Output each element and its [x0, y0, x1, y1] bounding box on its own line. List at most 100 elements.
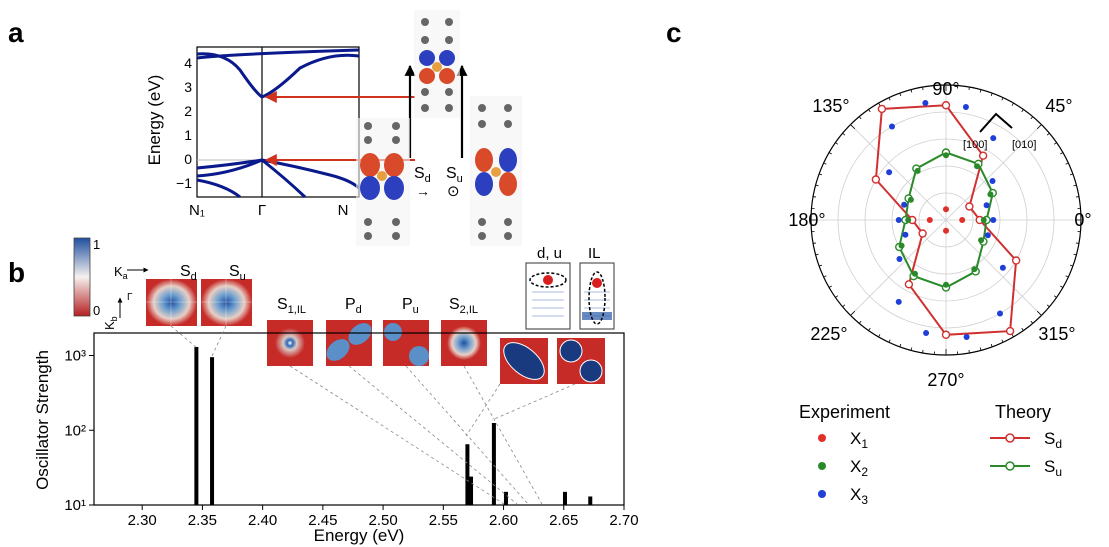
colorbar-max: 1	[93, 237, 100, 252]
polar-tick	[1069, 173, 1073, 176]
experiment-point	[984, 232, 991, 239]
angle-315: 315°	[1038, 324, 1075, 344]
map-label-pd: Pd	[345, 296, 362, 316]
experiment-point	[905, 217, 912, 223]
polar-tick	[968, 86, 970, 91]
polar-tick	[990, 93, 993, 97]
polar-tick	[899, 343, 902, 347]
angle-45: 45°	[1045, 96, 1072, 116]
polar-tick	[1021, 327, 1024, 331]
polar-tick	[828, 152, 832, 155]
experiment-point	[943, 152, 949, 159]
angle-225: 225°	[810, 324, 847, 344]
band-structure	[196, 48, 360, 199]
polar-tick	[1065, 275, 1069, 278]
experiment-point	[886, 169, 893, 176]
valence-band-2	[196, 158, 307, 199]
experiment-point	[914, 167, 921, 174]
polar-tick	[1053, 295, 1057, 298]
polar-tick	[922, 86, 924, 91]
polar-tick	[1011, 334, 1014, 338]
polar-tick	[819, 264, 823, 267]
theory-marker	[941, 101, 951, 110]
experiment-point	[959, 217, 966, 223]
osc-xtick-label: 2.30	[128, 512, 157, 529]
osc-bar	[194, 346, 199, 505]
map-su	[201, 279, 252, 326]
map-label-s2il: S2,IL	[449, 296, 478, 316]
experiment-point	[989, 177, 996, 184]
legend-x1: X1	[850, 429, 868, 451]
theory-marker	[877, 104, 887, 114]
ytick-3: 3	[184, 79, 192, 95]
legend-theory-title: Theory	[995, 402, 1051, 422]
polar-tick	[868, 109, 871, 113]
polar-tick	[1001, 97, 1004, 101]
schematic-il-label: IL	[588, 245, 601, 262]
experiment-point	[962, 103, 969, 110]
molecule-left	[356, 118, 410, 246]
osc-bar	[469, 476, 474, 505]
panel-a-ylabel: Energy (eV)	[145, 75, 164, 166]
polar-tick	[868, 327, 871, 331]
osc-ytick-label: 10³	[64, 348, 86, 365]
legend-su: Su	[1044, 457, 1062, 479]
experiment-point	[990, 217, 997, 223]
polar-tick	[1046, 132, 1050, 136]
osc-xticks: 2.30 2.35 2.40 2.45 2.50 2.55 2.60 2.65 2.70	[128, 505, 639, 529]
legend-x3-marker	[818, 490, 826, 498]
osc-xtick-label: 2.60	[489, 512, 518, 529]
osc-bar	[491, 423, 496, 505]
polar-tick	[858, 320, 862, 324]
experiment-point	[980, 217, 987, 223]
polar-tick	[1011, 102, 1014, 106]
polar-tick	[968, 349, 970, 354]
polar-spoke	[850, 124, 947, 221]
polar-grid	[810, 84, 1082, 356]
polar-tick	[1060, 152, 1064, 155]
theory-marker	[941, 330, 951, 339]
polar-tick	[823, 275, 827, 278]
polar-tick	[1053, 142, 1057, 145]
polar-angle-labels: 90° 45° 0° 315° 270° 225° 180° 135°	[788, 79, 1091, 390]
experiment-point	[889, 123, 895, 130]
polar-tick	[819, 173, 823, 176]
axis-010: [010]	[1012, 139, 1036, 151]
map-label-su: Su	[229, 263, 246, 283]
kpoint-gamma: Γ	[258, 202, 266, 219]
polar-tick	[850, 124, 856, 130]
angle-0: 0°	[1074, 210, 1091, 230]
polar-tick	[1021, 109, 1024, 113]
colorbar-min: 0	[93, 303, 100, 318]
osc-xlabel: Energy (eV)	[314, 526, 405, 545]
polar-tick	[835, 142, 839, 145]
experiment-point	[963, 333, 970, 340]
experiment-point	[999, 264, 1006, 271]
osc-ylabel: Oscillator Strength	[33, 350, 52, 490]
experiment-point	[943, 206, 949, 213]
osc-xtick-label: 2.55	[429, 512, 458, 529]
experiment-point	[943, 227, 949, 234]
osc-bar	[503, 491, 508, 505]
polar-tick	[1046, 304, 1050, 308]
molecule-right	[470, 96, 522, 246]
experiment-point	[923, 330, 930, 337]
theory-marker	[965, 202, 974, 211]
legend: Experiment Theory X1 X2 X3 Sd Su	[799, 402, 1062, 507]
experiment-point	[922, 100, 929, 107]
theory-marker	[871, 175, 881, 184]
polar-tick	[888, 97, 891, 101]
polar-tick	[922, 349, 924, 354]
experiment-point	[987, 191, 994, 198]
polar-spoke	[945, 124, 1042, 221]
panel-b: b 1 0 Ka Kb Γ Γ Sd Su S1,IL Pd Pu	[8, 237, 639, 545]
polar-tick	[1073, 253, 1077, 256]
oscillator-plot-frame	[93, 332, 625, 506]
experiment-point	[898, 242, 905, 249]
polar-tick	[850, 310, 856, 316]
polar-tick	[878, 334, 881, 338]
experiment-point	[971, 266, 978, 273]
kpoint-n: N	[338, 202, 349, 219]
oscillator-chart: 2.30 2.35 2.40 2.45 2.50 2.55 2.60 2.65 2.70 10¹…	[33, 332, 639, 545]
